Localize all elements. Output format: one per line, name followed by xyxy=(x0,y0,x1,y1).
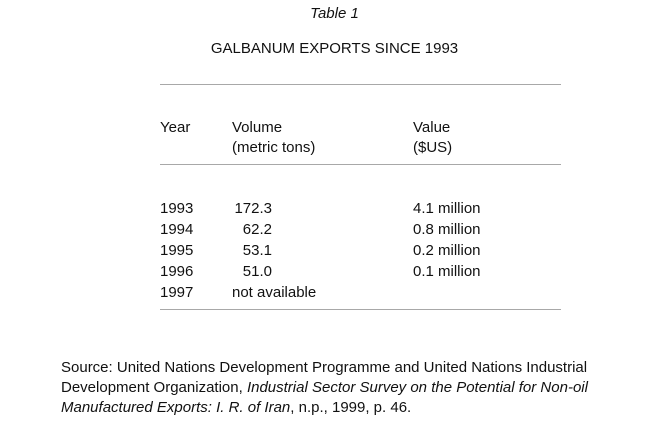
cell-volume: 62.2 xyxy=(242,221,272,238)
table-row: 1994 xyxy=(160,219,193,240)
cell-year: 1996 xyxy=(160,263,194,280)
table-label: Table 1 xyxy=(310,5,359,22)
cell-volume: 172.3 xyxy=(234,200,272,217)
header-rule xyxy=(160,164,561,165)
cell-value: 4.1 million xyxy=(413,200,481,217)
header-value-unit: ($US) xyxy=(413,139,453,156)
cell-value: 0.2 million xyxy=(413,242,481,259)
header-year: Year xyxy=(160,119,191,136)
table-title: GALBANUM EXPORTS SINCE 1993 xyxy=(210,40,459,57)
cell-value: 0.1 million xyxy=(413,263,481,280)
header-value: Value xyxy=(413,119,451,136)
header-volume-unit: (metric tons) xyxy=(232,139,316,156)
top-rule xyxy=(160,84,561,85)
source-title: Industrial Sector Survey on the Potentia… xyxy=(61,379,588,416)
source-note: Source: United Nations Development Progr… xyxy=(61,358,651,418)
cell-volume: 53.1 xyxy=(242,242,272,259)
source-prefix: Source: United Nations Development Progr… xyxy=(61,359,588,396)
cell-volume: 51.0 xyxy=(242,263,272,280)
source-suffix: , n.p., 1999, p. 46. xyxy=(290,399,412,416)
cell-volume: not available xyxy=(232,284,317,301)
table-row: 1995 xyxy=(160,240,193,261)
header-volume: Volume xyxy=(232,119,283,136)
cell-year: 1994 xyxy=(160,221,194,238)
table-row: 1997 xyxy=(160,282,193,303)
cell-value: 0.8 million xyxy=(413,221,481,238)
cell-year: 1997 xyxy=(160,284,194,301)
cell-year: 1993 xyxy=(160,200,194,217)
cell-year: 1995 xyxy=(160,242,194,259)
table-row: 1993 xyxy=(160,198,193,219)
table-row: 1996 xyxy=(160,261,193,282)
bottom-rule xyxy=(160,309,561,310)
